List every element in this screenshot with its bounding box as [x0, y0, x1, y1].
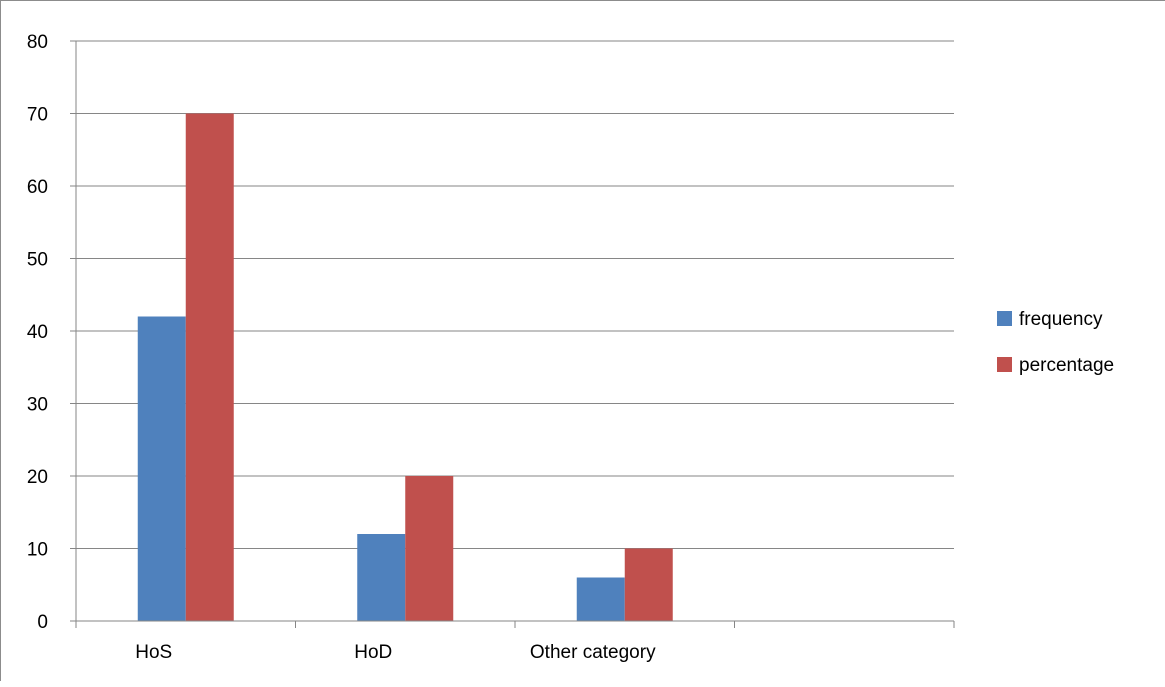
legend-label-frequency: frequency [1019, 309, 1103, 330]
y-tick-label: 10 [27, 540, 48, 561]
bar-frequency-0 [137, 316, 186, 621]
x-tick-label: HoS [135, 642, 172, 663]
y-tick-label: 70 [27, 105, 48, 126]
bar-percentage-0 [185, 113, 234, 621]
bar-percentage-1 [405, 476, 454, 621]
bar-frequency-2 [576, 577, 625, 621]
y-tick-label: 20 [27, 467, 48, 488]
x-tick-label: Other category [530, 642, 656, 663]
x-tick-label: HoD [354, 642, 392, 663]
y-tick-label: 0 [37, 612, 48, 633]
legend: frequency percentage [997, 309, 1114, 376]
x-tick-labels: HoS HoD Other category [135, 642, 656, 663]
y-tick-label: 80 [27, 32, 48, 53]
y-tick-label: 50 [27, 250, 48, 271]
y-tick-labels: 0 10 20 30 40 50 60 70 80 [27, 32, 48, 633]
bar-frequency-1 [357, 534, 406, 621]
bar-percentage-2 [624, 548, 673, 621]
y-tick-label: 30 [27, 395, 48, 416]
legend-swatch-frequency [997, 311, 1012, 326]
bars [137, 113, 673, 621]
legend-label-percentage: percentage [1019, 355, 1114, 376]
legend-swatch-percentage [997, 357, 1012, 372]
y-tick-label: 40 [27, 322, 48, 343]
axes [70, 40, 955, 628]
y-tick-label: 60 [27, 177, 48, 198]
